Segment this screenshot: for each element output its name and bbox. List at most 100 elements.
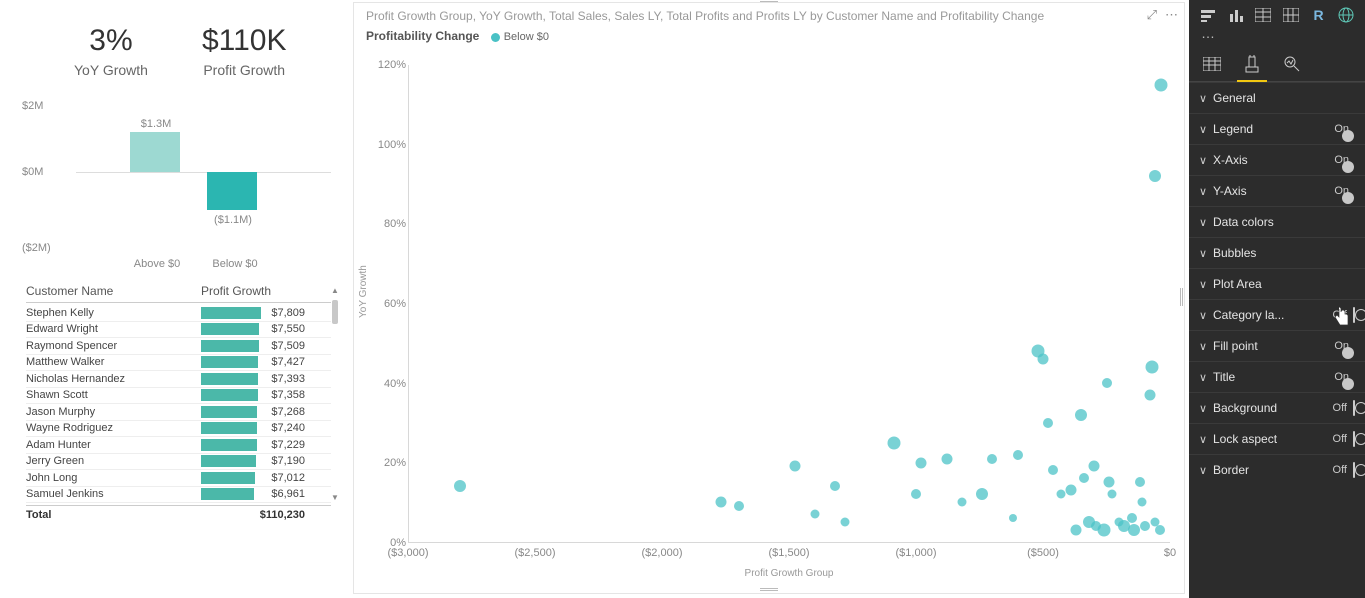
kpi-yoy[interactable]: 3% YoY Growth [74, 24, 148, 78]
format-section-plot-area[interactable]: ∨Plot Area [1189, 268, 1365, 299]
format-section-bubbles[interactable]: ∨Bubbles [1189, 237, 1365, 268]
format-section-lock-aspect[interactable]: ∨Lock aspectOff [1189, 423, 1365, 454]
scatter-point[interactable] [1098, 524, 1111, 537]
table-row[interactable]: Stephen Kelly$7,809 [26, 305, 331, 322]
scatter-point[interactable] [1149, 170, 1161, 182]
scatter-point[interactable] [716, 497, 727, 508]
globe-icon[interactable] [1337, 6, 1355, 23]
table-body[interactable]: Stephen Kelly$7,809Edward Wright$7,550Ra… [26, 305, 331, 503]
scatter-point[interactable] [1138, 498, 1147, 507]
customer-table[interactable]: Customer Name Profit Growth Stephen Kell… [26, 284, 331, 521]
scatter-visual[interactable]: ⤢ ⋯ Profit Growth Group, YoY Growth, Tot… [353, 2, 1185, 594]
table-row[interactable]: Shawn Scott$7,358 [26, 388, 331, 405]
scatter-point[interactable] [987, 454, 997, 464]
toggle-switch[interactable] [1353, 400, 1355, 416]
kpi-profit[interactable]: $110K Profit Growth [202, 24, 287, 78]
table-row[interactable]: Nicholas Hernandez$7,393 [26, 371, 331, 388]
format-section-legend[interactable]: ∨LegendOn [1189, 113, 1365, 144]
analytics-tab[interactable] [1281, 53, 1303, 75]
scroll-thumb[interactable] [332, 300, 338, 324]
bar-chart[interactable]: $2M$0M($2M)$1.3MAbove $0($1.1M)Below $0 [22, 96, 331, 276]
table-row[interactable]: Jason Murphy$7,268 [26, 404, 331, 421]
table-row[interactable]: Adam Hunter$7,229 [26, 437, 331, 454]
resize-handle-bottom[interactable] [759, 588, 779, 595]
toolbar-more-icon[interactable]: … [1189, 25, 1365, 45]
table-row[interactable]: John Long$7,012 [26, 470, 331, 487]
section-label: Title [1213, 370, 1334, 384]
toggle-switch[interactable] [1353, 307, 1355, 323]
format-section-category-la-[interactable]: ∨Category la...Off [1189, 299, 1365, 330]
scatter-point[interactable] [1075, 409, 1087, 421]
bar-above-$0[interactable] [130, 132, 180, 172]
format-section-y-axis[interactable]: ∨Y-AxisOn [1189, 175, 1365, 206]
focus-mode-icon[interactable]: ⤢ [1147, 7, 1157, 23]
fields-tab[interactable] [1201, 53, 1223, 75]
format-section-data-colors[interactable]: ∨Data colors [1189, 206, 1365, 237]
scatter-point[interactable] [916, 457, 927, 468]
scatter-point[interactable] [1066, 485, 1077, 496]
table-row[interactable]: Edward Wright$7,550 [26, 322, 331, 339]
scatter-point[interactable] [789, 461, 800, 472]
table-icon[interactable] [1254, 6, 1272, 23]
scatter-point[interactable] [1056, 490, 1065, 499]
scatter-point[interactable] [1104, 477, 1115, 488]
col-customer-name[interactable]: Customer Name [26, 284, 201, 298]
stacked-bar-icon[interactable] [1199, 6, 1217, 23]
scatter-point[interactable] [1135, 477, 1145, 487]
table-row[interactable]: Wayne Rodriguez$7,240 [26, 421, 331, 438]
scroll-up-icon[interactable]: ▲ [331, 286, 339, 295]
scatter-point[interactable] [1048, 465, 1058, 475]
scatter-point[interactable] [887, 436, 900, 449]
scatter-point[interactable] [454, 480, 466, 492]
r-visual-icon[interactable]: R [1310, 6, 1328, 23]
scatter-point[interactable] [1146, 361, 1159, 374]
scatter-point[interactable] [1155, 78, 1168, 91]
scatter-point[interactable] [911, 489, 921, 499]
scatter-point[interactable] [830, 481, 840, 491]
bar-below-$0[interactable] [207, 172, 257, 210]
column-chart-icon[interactable] [1227, 6, 1245, 23]
table-row[interactable]: Samuel Jenkins$6,961 [26, 487, 331, 504]
toggle-switch[interactable] [1353, 462, 1355, 478]
scatter-point[interactable] [1144, 389, 1155, 400]
scatter-point[interactable] [1102, 378, 1112, 388]
scatter-point[interactable] [1038, 354, 1049, 365]
scatter-point[interactable] [1079, 473, 1089, 483]
legend-item-below0[interactable]: Below $0 [491, 31, 549, 43]
table-row[interactable]: Jerry Green$7,190 [26, 454, 331, 471]
scatter-point[interactable] [1140, 521, 1150, 531]
format-section-background[interactable]: ∨BackgroundOff [1189, 392, 1365, 423]
col-profit-growth[interactable]: Profit Growth [201, 284, 305, 298]
format-section-x-axis[interactable]: ∨X-AxisOn [1189, 144, 1365, 175]
scroll-down-icon[interactable]: ▼ [331, 493, 339, 502]
table-row[interactable]: Raymond Spencer$7,509 [26, 338, 331, 355]
toggle-switch[interactable] [1353, 431, 1355, 447]
format-section-border[interactable]: ∨BorderOff [1189, 454, 1365, 485]
scatter-plot-area[interactable] [408, 65, 1170, 543]
scatter-point[interactable] [1043, 418, 1053, 428]
resize-handle-right[interactable] [1180, 288, 1187, 308]
scatter-point[interactable] [1013, 450, 1023, 460]
scatter-point[interactable] [1009, 514, 1017, 522]
scatter-point[interactable] [976, 488, 988, 500]
scatter-point[interactable] [941, 453, 952, 464]
scatter-point[interactable] [1088, 461, 1099, 472]
format-section-fill-point[interactable]: ∨Fill pointOn [1189, 330, 1365, 361]
scatter-point[interactable] [841, 518, 850, 527]
resize-handle-top[interactable] [759, 0, 779, 6]
scatter-point[interactable] [1155, 525, 1165, 535]
more-options-icon[interactable]: ⋯ [1165, 7, 1178, 23]
scatter-point[interactable] [1071, 525, 1082, 536]
scatter-point[interactable] [1127, 513, 1137, 523]
scatter-point[interactable] [734, 501, 744, 511]
cell-bar [201, 307, 261, 319]
table-row[interactable]: Matthew Walker$7,427 [26, 355, 331, 372]
scatter-point[interactable] [810, 510, 819, 519]
format-tab[interactable] [1241, 53, 1263, 75]
table-scrollbar[interactable]: ▲ ▼ [331, 286, 339, 502]
format-section-title[interactable]: ∨TitleOn [1189, 361, 1365, 392]
matrix-icon[interactable] [1282, 6, 1300, 23]
scatter-point[interactable] [1107, 490, 1116, 499]
format-section-general[interactable]: ∨General [1189, 82, 1365, 113]
scatter-point[interactable] [957, 498, 966, 507]
